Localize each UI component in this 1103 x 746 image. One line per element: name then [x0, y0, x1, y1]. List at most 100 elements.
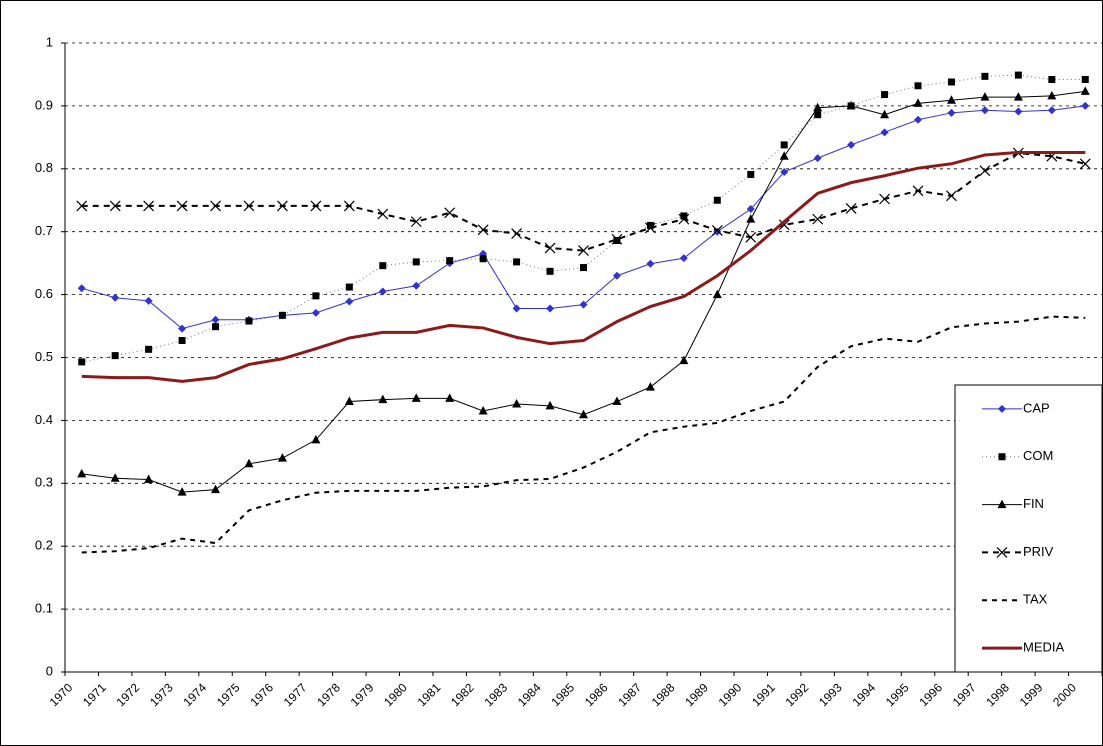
data-point: [779, 151, 789, 160]
data-point: [110, 473, 120, 482]
data-point: [277, 200, 288, 212]
data-point: [111, 293, 120, 302]
data-point: [77, 468, 87, 478]
series-line: [81, 315, 1086, 554]
data-point: [580, 264, 587, 272]
data-point: [312, 292, 320, 300]
series-line: [81, 150, 1086, 383]
data-point: [345, 283, 353, 291]
data-point: [814, 111, 822, 119]
data-point: [378, 287, 387, 296]
data-point: [511, 228, 523, 240]
data-point: [1014, 107, 1023, 116]
data-point: [212, 323, 220, 331]
data-point: [845, 203, 857, 214]
y-tick-label: 0.5: [35, 349, 53, 364]
data-point: [980, 106, 989, 115]
data-point: [847, 140, 856, 149]
data-point: [446, 257, 454, 265]
data-point: [410, 216, 422, 228]
legend-label: COM: [1023, 448, 1053, 463]
data-point: [478, 405, 488, 415]
data-point: [211, 315, 220, 324]
data-point: [813, 154, 822, 163]
y-tick-label: 0.3: [35, 475, 53, 490]
data-point: [311, 308, 320, 317]
data-point: [712, 289, 722, 299]
y-tick-label: 0.6: [35, 286, 53, 301]
data-point: [645, 382, 655, 391]
data-point: [445, 393, 455, 402]
data-point: [411, 393, 421, 402]
data-point: [377, 208, 389, 220]
y-tick-label: 0.1: [35, 601, 53, 616]
legend-marker: [998, 453, 1006, 461]
data-point: [746, 205, 755, 214]
data-point: [546, 267, 554, 275]
data-point: [412, 281, 421, 290]
data-point: [947, 108, 956, 117]
data-point: [746, 214, 756, 223]
data-point: [780, 167, 789, 176]
data-point: [611, 233, 623, 245]
data-point: [644, 222, 656, 234]
y-tick-label: 0.2: [35, 538, 53, 553]
data-point: [646, 259, 655, 268]
legend-marker: [996, 546, 1008, 558]
data-point: [914, 82, 922, 90]
data-point: [881, 91, 889, 99]
data-point: [444, 207, 456, 219]
data-point: [512, 304, 521, 313]
data-point: [378, 394, 388, 404]
data-point: [879, 193, 890, 205]
data-point: [947, 78, 955, 86]
data-point: [513, 258, 521, 266]
legend-marker: [997, 499, 1007, 509]
data-point: [144, 296, 153, 305]
data-point: [880, 128, 889, 137]
data-point: [310, 200, 322, 212]
data-point: [946, 95, 956, 104]
data-point: [412, 258, 420, 266]
data-point: [244, 458, 254, 468]
data-point: [210, 200, 221, 212]
data-point: [278, 311, 286, 319]
data-point: [1013, 92, 1023, 101]
data-point: [979, 165, 991, 177]
y-tick-label: 0.7: [35, 223, 53, 238]
data-point: [245, 317, 253, 325]
data-point: [1080, 86, 1090, 95]
legend-marker: [998, 404, 1006, 413]
data-point: [646, 221, 654, 229]
data-point: [144, 474, 154, 484]
data-point: [544, 242, 556, 254]
data-point: [880, 109, 890, 119]
data-point: [1081, 101, 1090, 110]
y-tick-label: 0: [46, 663, 53, 678]
data-point: [578, 245, 589, 256]
data-point: [980, 92, 990, 101]
data-point: [1081, 75, 1089, 83]
data-point: [277, 453, 287, 462]
data-point: [176, 200, 188, 212]
y-tick-label: 0.8: [35, 160, 53, 175]
data-point: [579, 300, 588, 309]
data-point: [143, 200, 155, 212]
data-point: [912, 185, 924, 197]
data-point: [679, 254, 688, 263]
data-point: [613, 237, 621, 245]
data-point: [178, 324, 187, 333]
data-point: [344, 396, 354, 406]
y-tick-label: 1: [46, 34, 53, 49]
data-point: [778, 219, 790, 231]
data-point: [311, 434, 321, 444]
data-point: [177, 487, 187, 496]
data-point: [178, 337, 186, 345]
data-point: [512, 399, 522, 408]
data-point: [745, 231, 757, 243]
data-point: [579, 409, 588, 419]
data-point: [77, 284, 86, 293]
legend-label: CAP: [1023, 400, 1050, 415]
